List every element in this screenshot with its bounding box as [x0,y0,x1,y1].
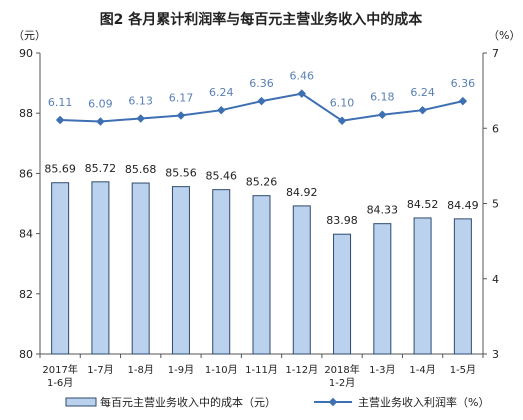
bar-value-label: 84.33 [367,204,399,217]
legend-line-marker [328,397,338,407]
bar [333,233,352,355]
right-tick-label: 4 [492,273,499,286]
line-point [96,117,105,126]
right-tick-label: 5 [492,198,499,211]
line-value-label: 6.24 [209,86,234,99]
x-tick-label: 1-5月 [450,364,476,376]
line-point [257,96,266,106]
line-point [337,116,347,125]
line-point [176,111,186,120]
x-tick-label: 1-9月 [168,364,194,376]
bar-value-label: 85.56 [165,167,197,180]
bar-value-label: 84.49 [447,199,479,212]
line-value-label: 6.36 [451,77,476,90]
right-tick-label: 7 [492,47,499,60]
line-value-label: 6.46 [290,70,315,83]
line-value-label: 6.13 [128,94,153,107]
line-value-label: 6.24 [410,86,435,99]
line-value-label: 6.18 [370,91,395,104]
legend-bar-label: 每百元主营业务收入中的成本（元） [100,395,276,409]
x-tick-label: 1-12月 [285,364,318,376]
line-value-label: 6.11 [48,96,73,109]
left-tick-label: 82 [19,288,33,301]
left-tick-label: 90 [19,47,33,60]
left-tick-label: 88 [19,107,33,120]
line-point [216,105,226,115]
line-value-label: 6.36 [249,77,274,90]
bar-value-label: 84.92 [286,186,318,199]
legend: 每百元主营业务收入中的成本（元） 主营业务收入利润率（%） [65,395,489,409]
x-tick-label: 2018年 [324,363,359,376]
x-tick-label: 1-6月 [47,377,73,389]
line-value-label: 6.10 [330,97,355,110]
bar-value-label: 85.68 [125,163,157,176]
bar [91,181,110,355]
bar [131,182,150,355]
right-tick-label: 6 [492,122,499,135]
line-point [136,114,145,123]
bar-value-label: 84.52 [407,198,439,211]
bar [292,205,311,355]
left-tick-label: 80 [19,348,33,361]
bar [212,189,231,355]
x-tick-label: 1-8月 [128,364,154,376]
bar-value-label: 85.69 [44,163,76,176]
bar [373,223,392,355]
x-tick-label: 1-2月 [329,377,355,389]
legend-line-label: 主营业务收入利润率（%） [358,395,489,409]
line-point [55,115,65,125]
x-tick-label: 2017年 [42,363,77,376]
x-tick-label: 1-4月 [409,364,435,376]
line-point [458,96,468,106]
bar-value-label: 85.26 [246,176,278,189]
bar-value-label: 85.46 [205,170,237,183]
line-value-label: 6.09 [88,97,113,110]
axes: 80 82 84 86 88 90 3 4 5 6 7 [19,47,499,361]
x-tick-label: 1-11月 [245,364,278,376]
bar-value-label: 85.72 [85,162,117,175]
line-value-label: 6.17 [169,91,194,104]
line-point [297,89,307,98]
right-tick-label: 3 [492,348,499,361]
line-point [378,110,387,119]
chart-title: 图2 各月累计利润率与每百元主营业务收入中的成本 [100,11,424,28]
left-axis-unit: （元） [13,29,46,42]
bar-value-label: 83.98 [326,214,358,227]
line-series: 6.11 6.09 6.13 6.17 6.24 6.36 6.46 6.10 6.18 6.24… [48,70,475,126]
bar [413,217,432,355]
bar [51,182,70,355]
right-axis-unit: （%） [488,29,520,42]
line-point [418,105,427,115]
left-tick-label: 86 [19,167,33,180]
bars: 85.69 85.72 85.68 85.56 85.46 85.26 84.92 83.98… [44,162,479,355]
x-tick-label: 1-10月 [205,364,238,376]
x-tick-label: 1-7月 [87,364,113,376]
legend-bar-swatch [65,397,97,407]
bar [252,195,271,355]
bar [171,186,190,355]
bar [453,218,472,355]
x-tick-label: 1-3月 [369,364,395,376]
left-tick-label: 84 [19,228,33,241]
